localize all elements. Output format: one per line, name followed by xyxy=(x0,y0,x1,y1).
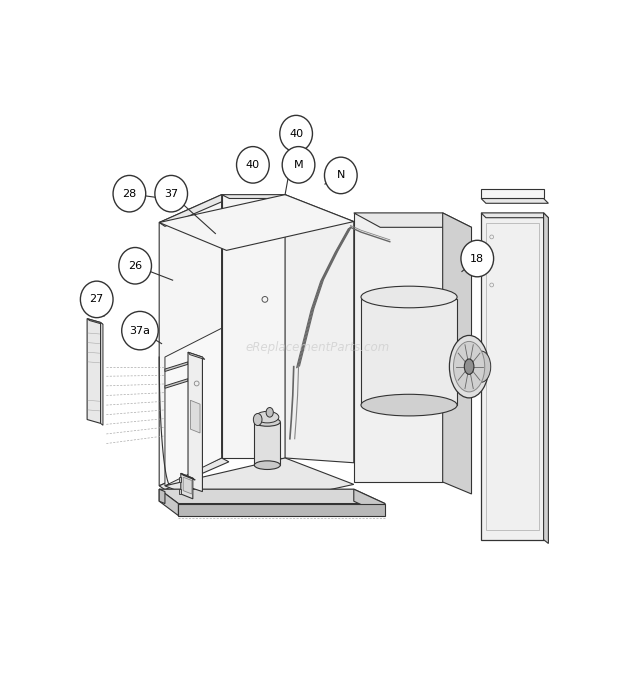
Polygon shape xyxy=(222,195,293,198)
Ellipse shape xyxy=(453,341,485,392)
Ellipse shape xyxy=(122,312,158,350)
Polygon shape xyxy=(481,198,548,203)
Ellipse shape xyxy=(450,336,489,398)
Polygon shape xyxy=(188,352,205,359)
Ellipse shape xyxy=(237,147,269,183)
Text: M: M xyxy=(294,160,303,170)
Polygon shape xyxy=(165,362,188,372)
Polygon shape xyxy=(159,195,222,486)
Polygon shape xyxy=(165,458,354,512)
Polygon shape xyxy=(159,458,229,490)
Text: 27: 27 xyxy=(90,294,104,304)
Polygon shape xyxy=(354,213,471,227)
Ellipse shape xyxy=(361,286,457,308)
Text: 40: 40 xyxy=(289,129,303,138)
Text: 26: 26 xyxy=(128,261,142,271)
Polygon shape xyxy=(254,422,280,465)
Polygon shape xyxy=(222,195,229,457)
Ellipse shape xyxy=(464,359,474,374)
Polygon shape xyxy=(285,195,354,463)
Polygon shape xyxy=(87,319,100,423)
Ellipse shape xyxy=(282,147,315,183)
Polygon shape xyxy=(481,189,544,198)
Polygon shape xyxy=(165,328,222,486)
Ellipse shape xyxy=(119,248,151,284)
Ellipse shape xyxy=(155,175,187,212)
Ellipse shape xyxy=(256,411,279,423)
Ellipse shape xyxy=(361,394,457,416)
Text: N: N xyxy=(337,171,345,180)
Ellipse shape xyxy=(254,418,280,427)
Polygon shape xyxy=(159,489,165,504)
Polygon shape xyxy=(481,213,544,539)
Ellipse shape xyxy=(81,281,113,318)
Polygon shape xyxy=(165,378,188,388)
Polygon shape xyxy=(443,213,471,494)
Polygon shape xyxy=(100,323,103,425)
Polygon shape xyxy=(159,195,354,250)
Ellipse shape xyxy=(461,240,494,277)
Ellipse shape xyxy=(471,351,491,383)
Polygon shape xyxy=(354,213,443,482)
Ellipse shape xyxy=(113,175,146,212)
Polygon shape xyxy=(544,213,548,544)
Ellipse shape xyxy=(266,407,273,417)
Polygon shape xyxy=(159,195,229,226)
Ellipse shape xyxy=(324,157,357,194)
Polygon shape xyxy=(179,504,385,515)
Ellipse shape xyxy=(254,461,280,469)
Polygon shape xyxy=(190,400,200,433)
Text: 28: 28 xyxy=(122,189,136,199)
Text: 18: 18 xyxy=(470,254,484,264)
Ellipse shape xyxy=(280,116,312,152)
Polygon shape xyxy=(181,473,195,480)
Polygon shape xyxy=(354,489,385,515)
Text: 37a: 37a xyxy=(130,325,151,336)
Polygon shape xyxy=(87,319,103,324)
Text: 37: 37 xyxy=(164,189,179,199)
Polygon shape xyxy=(159,489,385,504)
Text: 40: 40 xyxy=(246,160,260,170)
Polygon shape xyxy=(159,489,179,515)
Text: eReplacementParts.com: eReplacementParts.com xyxy=(246,341,390,354)
Polygon shape xyxy=(179,477,181,482)
Polygon shape xyxy=(222,195,285,458)
Polygon shape xyxy=(181,473,193,499)
Polygon shape xyxy=(188,352,202,492)
Polygon shape xyxy=(361,299,457,405)
Polygon shape xyxy=(179,489,181,494)
Polygon shape xyxy=(481,213,548,217)
Ellipse shape xyxy=(254,413,262,425)
Polygon shape xyxy=(184,477,192,494)
